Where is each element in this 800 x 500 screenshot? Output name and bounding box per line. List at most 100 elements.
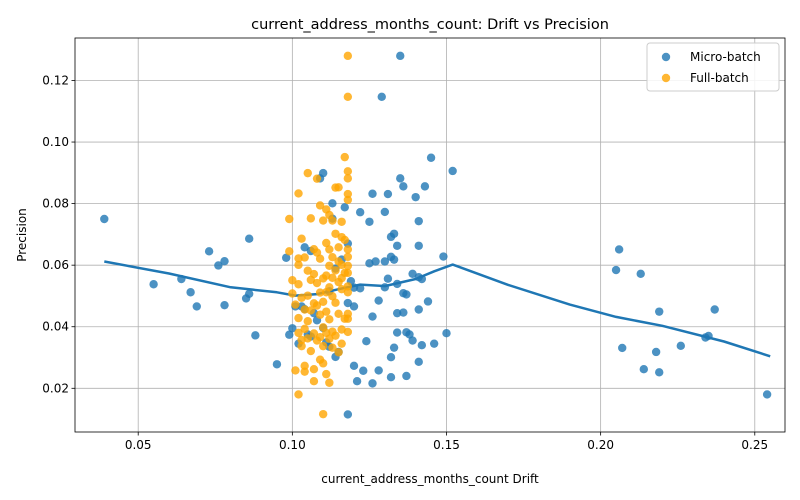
data-point-micro-batch (426, 153, 436, 162)
data-point-full-batch (331, 298, 340, 307)
y-axis-title: Precision (15, 208, 29, 262)
data-point-micro-batch (389, 229, 399, 238)
data-point-full-batch (331, 266, 340, 275)
data-point-micro-batch (389, 255, 399, 264)
data-point-micro-batch (386, 373, 396, 382)
data-point-micro-batch (244, 289, 254, 298)
y-tick-label: 0.12 (42, 73, 69, 87)
data-point-micro-batch (359, 366, 368, 375)
data-point-full-batch (343, 167, 353, 176)
data-point-micro-batch (220, 300, 229, 310)
data-point-micro-batch (374, 366, 383, 375)
data-point-micro-batch (402, 290, 411, 299)
data-point-micro-batch (365, 217, 374, 226)
data-point-full-batch (343, 252, 353, 262)
data-point-full-batch (300, 305, 309, 314)
data-point-full-batch (340, 152, 349, 162)
data-point-micro-batch (414, 357, 423, 367)
data-point-full-batch (294, 254, 303, 263)
data-point-micro-batch (368, 312, 377, 321)
x-tick-label: 0.25 (741, 438, 768, 452)
data-point-full-batch (294, 280, 303, 289)
data-point-micro-batch (192, 302, 201, 311)
data-point-full-batch (288, 289, 297, 298)
data-point-full-batch (328, 292, 337, 301)
data-point-full-batch (343, 327, 353, 337)
data-point-full-batch (303, 334, 312, 343)
data-point-full-batch (315, 288, 325, 297)
data-point-micro-batch (386, 353, 396, 362)
data-point-micro-batch (244, 234, 254, 243)
data-point-micro-batch (399, 308, 408, 317)
x-axis-title: current_address_months_count Drift (321, 472, 539, 486)
legend: Micro-batch Full-batch (646, 42, 780, 92)
data-point-full-batch (300, 367, 309, 376)
data-point-micro-batch (318, 168, 328, 178)
data-point-full-batch (309, 365, 319, 374)
legend-box (646, 42, 780, 92)
points-layer (100, 51, 772, 419)
data-point-full-batch (288, 276, 297, 285)
data-point-full-batch (340, 235, 349, 245)
data-point-full-batch (328, 343, 337, 352)
data-point-micro-batch (414, 241, 423, 250)
data-point-full-batch (309, 269, 319, 279)
data-point-micro-batch (639, 365, 649, 374)
data-point-micro-batch (420, 182, 430, 191)
data-point-micro-batch (355, 208, 365, 217)
data-point-micro-batch (651, 347, 661, 357)
chart-title: current_address_months_count: Drift vs P… (251, 17, 609, 33)
data-point-full-batch (343, 314, 353, 323)
series-full-batch (285, 51, 353, 419)
data-point-micro-batch (655, 307, 664, 316)
data-point-full-batch (331, 229, 340, 238)
data-point-full-batch (343, 92, 353, 101)
data-point-full-batch (303, 291, 312, 300)
x-axis-ticks: 0.05 0.10 0.15 0.20 0.25 (125, 432, 768, 452)
data-point-full-batch (285, 214, 294, 224)
data-point-micro-batch (389, 343, 399, 352)
data-point-full-batch (303, 168, 312, 178)
data-point-micro-batch (396, 174, 405, 183)
x-tick-label: 0.15 (433, 438, 460, 452)
data-point-micro-batch (186, 288, 195, 297)
data-point-micro-batch (368, 189, 377, 198)
data-point-full-batch (343, 195, 353, 205)
data-point-micro-batch (380, 257, 390, 266)
data-point-full-batch (294, 189, 303, 198)
data-point-full-batch (343, 189, 353, 199)
data-point-full-batch (318, 341, 328, 351)
data-point-micro-batch (380, 207, 390, 217)
plot-frame (74, 37, 786, 433)
data-point-full-batch (328, 273, 337, 282)
data-point-micro-batch (655, 368, 664, 377)
data-point-micro-batch (618, 343, 627, 353)
data-point-micro-batch (251, 331, 260, 340)
data-point-micro-batch (448, 166, 457, 176)
data-point-micro-batch (349, 361, 359, 371)
data-point-micro-batch (417, 340, 427, 350)
data-point-micro-batch (429, 339, 439, 348)
data-point-micro-batch (380, 283, 390, 292)
data-point-micro-batch (414, 305, 423, 314)
data-point-full-batch (300, 253, 309, 262)
data-point-full-batch (312, 301, 322, 310)
data-point-full-batch (297, 341, 306, 351)
data-point-full-batch (294, 313, 303, 323)
data-point-micro-batch (392, 241, 402, 250)
data-point-full-batch (343, 282, 353, 291)
y-axis-ticks: 0.02 0.04 0.06 0.08 0.10 0.12 (42, 73, 75, 395)
x-tick-label: 0.05 (125, 438, 152, 452)
data-point-full-batch (297, 234, 306, 243)
data-point-full-batch (315, 201, 325, 210)
data-point-full-batch (291, 300, 300, 309)
data-point-full-batch (322, 238, 331, 248)
data-point-full-batch (285, 247, 294, 256)
data-point-full-batch (306, 306, 316, 315)
data-point-full-batch (343, 261, 353, 270)
data-point-full-batch (294, 390, 303, 399)
data-point-micro-batch (100, 214, 109, 224)
data-point-full-batch (312, 278, 322, 288)
data-point-full-batch (331, 331, 340, 340)
